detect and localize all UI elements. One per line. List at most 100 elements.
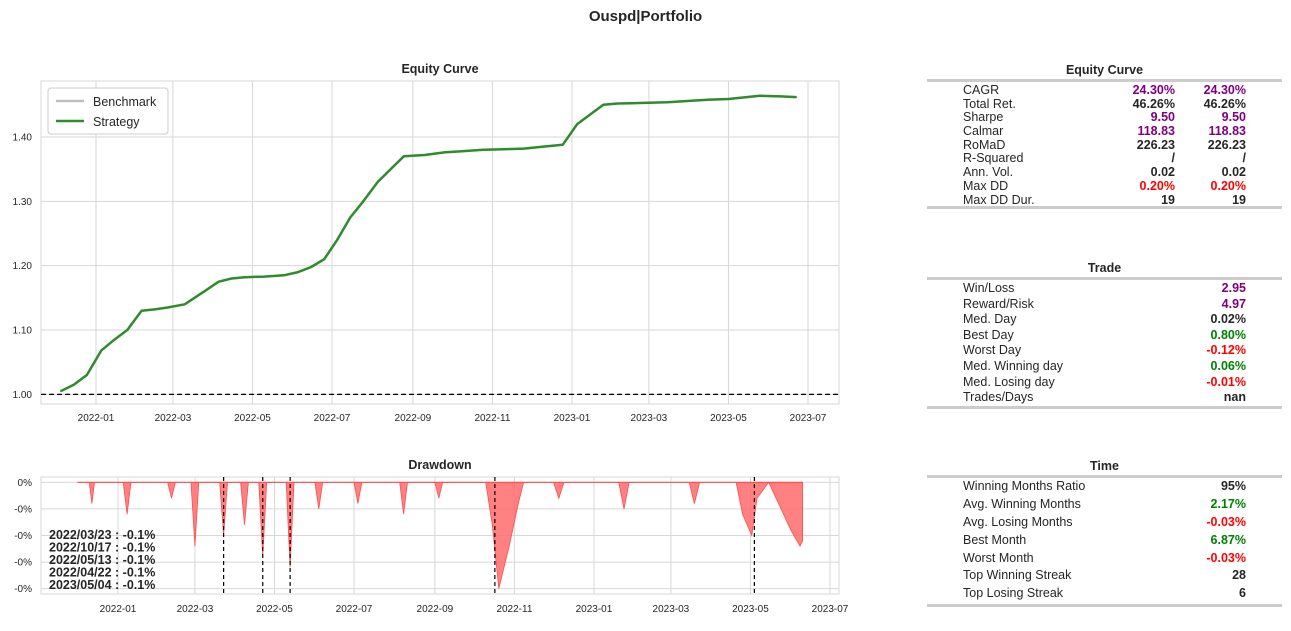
strategy-data-point: [402, 155, 405, 158]
strategy-data-point: [589, 113, 592, 116]
metric-label: Sharpe: [963, 110, 1004, 125]
metric-value-1: 19: [1161, 192, 1175, 207]
metric-row: Worst Day -0.12%: [927, 343, 1282, 359]
metric-row: Avg. Winning Months 2.17%: [927, 497, 1282, 515]
x-tick-label: 2022-07: [336, 604, 373, 615]
y-tick-label: -0%: [14, 504, 32, 515]
metric-label: Trades/Days: [963, 390, 1034, 405]
x-tick-label: 2023-03: [631, 413, 668, 424]
metric-value-2: 46.26%: [1203, 96, 1246, 111]
metric-row: Top Losing Streak 6: [927, 586, 1282, 604]
strategy-data-point: [153, 308, 156, 311]
x-tick-label: 2023-05: [732, 604, 769, 615]
strategy-data-point: [482, 149, 485, 151]
strategy-data-point: [666, 101, 668, 104]
metric-value-2: 2.17%: [1210, 496, 1246, 511]
strategy-data-point: [462, 150, 465, 152]
drawdown-annotation: 2023/05/04 : -0.1%: [49, 578, 155, 592]
strategy-data-point: [126, 329, 129, 331]
metric-row: Trades/Days nan: [927, 390, 1282, 406]
metric-value-2: 9.50: [1221, 110, 1246, 125]
drawdown-annotation: 2022/04/22 : -0.1%: [49, 566, 155, 580]
metric-value-2: 0.20%: [1210, 178, 1246, 193]
metric-row: Worst Month -0.03%: [927, 551, 1282, 569]
strategy-data-point: [217, 280, 220, 283]
metric-label: Win/Loss: [963, 281, 1015, 295]
metric-row: Top Winning Streak 28: [927, 568, 1282, 586]
strategy-data-point: [73, 383, 75, 386]
metric-row: Max DD Dur. 19 19: [927, 193, 1282, 207]
metric-value-2: 28: [1232, 568, 1246, 583]
x-tick-label: 2022-05: [234, 413, 271, 424]
metric-label: Total Ret.: [963, 96, 1016, 111]
metric-row: Calmar 118.83 118.83: [927, 124, 1282, 138]
metric-value-2: 0.06%: [1210, 358, 1246, 373]
equity-metrics-table: Equity Curve CAGR 24.30% 24.30% Total Ret. 4…: [927, 61, 1282, 210]
y-tick-label: 1.10: [13, 326, 33, 337]
x-tick-label: 2023-01: [576, 604, 613, 615]
metric-label: Best Day: [963, 327, 1014, 342]
metric-value-2: 0.02%: [1210, 312, 1246, 327]
metric-row: Total Ret. 46.26% 46.26%: [927, 97, 1282, 111]
y-tick-label: 1.00: [13, 390, 33, 401]
metric-value-2: 6.87%: [1210, 532, 1246, 547]
strategy-data-point: [203, 290, 206, 293]
metric-value-2: -0.03%: [1206, 550, 1246, 565]
metric-value-2: 6: [1239, 586, 1246, 601]
metric-label: Max DD Dur.: [963, 192, 1035, 207]
strategy-data-point: [230, 277, 233, 280]
metric-value-2: 118.83: [1208, 124, 1246, 139]
strategy-data-point: [642, 102, 645, 104]
metric-label: Winning Months Ratio: [963, 479, 1086, 493]
strategy-data-point: [758, 94, 761, 97]
metric-value-2: 226.23: [1207, 137, 1246, 152]
metric-label: Med. Losing day: [963, 374, 1055, 389]
strategy-data-point: [282, 274, 285, 277]
strategy-data-point: [602, 104, 605, 106]
metric-value-2: -0.12%: [1206, 343, 1246, 358]
equity-metrics-title: Equity Curve: [1065, 63, 1144, 77]
strategy-data-point: [389, 168, 392, 170]
strategy-data-point: [576, 123, 578, 125]
strategy-data-point: [243, 276, 246, 279]
strategy-data-point: [297, 271, 299, 273]
x-tick-label: 2022-09: [417, 604, 454, 615]
strategy-data-point: [336, 239, 339, 241]
y-tick-label: -0%: [14, 531, 32, 542]
metric-value-2: /: [1242, 151, 1246, 166]
table-bottom-rule: [927, 604, 1282, 608]
metric-label: R-Squared: [963, 151, 1024, 166]
strategy-data-point: [86, 374, 88, 376]
strategy-data-point: [706, 98, 709, 101]
metric-row: Win/Loss 2.95: [927, 281, 1282, 297]
strategy-data-point: [779, 95, 782, 98]
metric-value-1: 9.50: [1150, 110, 1175, 125]
metric-label: RoMaD: [963, 137, 1006, 152]
metric-label: CAGR: [963, 83, 1000, 97]
metric-label: Worst Day: [963, 343, 1022, 358]
strategy-data-point: [310, 266, 312, 268]
metric-label: Worst Month: [963, 550, 1034, 565]
strategy-data-point: [688, 100, 691, 102]
metric-value-2: -0.03%: [1206, 514, 1246, 529]
strategy-data-point: [522, 147, 525, 150]
x-tick-label: 2022-11: [474, 413, 510, 424]
strategy-data-point: [376, 181, 379, 183]
y-tick-label: 1.20: [13, 261, 33, 272]
x-tick-label: 2023-07: [790, 413, 827, 424]
metric-value-2: 4.97: [1221, 296, 1246, 311]
x-tick-label: 2022-01: [100, 604, 137, 615]
metric-value-1: 46.26%: [1132, 96, 1175, 111]
metric-label: Med. Day: [963, 312, 1017, 327]
table-top-rule: [927, 475, 1282, 478]
table-bottom-rule: [927, 405, 1282, 409]
legend-strategy-label: Strategy: [93, 115, 140, 129]
metric-row: RoMaD 226.23 226.23: [927, 138, 1282, 152]
strategy-data-point: [745, 96, 748, 98]
metric-row: Avg. Losing Months -0.03%: [927, 515, 1282, 533]
metric-value-1: 0.20%: [1139, 178, 1175, 193]
metric-value-2: 24.30%: [1203, 83, 1246, 97]
strategy-data-point: [562, 143, 564, 146]
metric-value-2: 19: [1232, 192, 1246, 207]
equity-chart-title: Equity Curve: [401, 62, 479, 76]
